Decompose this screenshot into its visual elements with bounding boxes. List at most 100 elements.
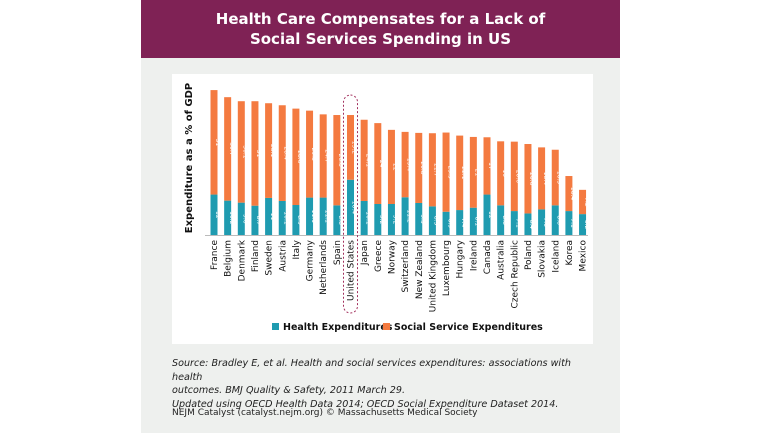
social-bar-ireland: [469, 136, 477, 208]
health-bar-norway: [387, 203, 395, 235]
social-bar-slovakia: [538, 147, 546, 210]
social-bar-iceland: [551, 149, 559, 206]
health-bar-united-states: [347, 179, 354, 235]
data-label: 11.2: [405, 209, 412, 223]
data-label: 10.1: [282, 211, 289, 225]
social-bar-canada: [483, 137, 491, 195]
health-bar-finland: [251, 205, 259, 235]
legend-swatch: [383, 323, 390, 330]
data-label: 12: [214, 211, 221, 219]
data-label: 25.8: [310, 147, 317, 161]
data-label: 30.1: [242, 145, 249, 159]
health-bar-united-kingdom: [428, 206, 436, 235]
highlight-outline: [343, 94, 358, 314]
y-axis-label: Expenditure as a % of GDP: [184, 83, 195, 233]
data-label: 28.1: [269, 144, 276, 158]
health-bar-denmark: [237, 202, 245, 235]
data-label: 7.6: [542, 217, 549, 227]
social-bar-united-states: [347, 115, 354, 180]
data-label: 16.5: [555, 171, 562, 185]
data-label: 10.4: [569, 187, 576, 201]
x-tick-label: Germany: [306, 239, 316, 281]
health-bar-spain: [333, 205, 341, 235]
health-bar-greece: [374, 203, 382, 235]
health-bar-mexico: [579, 214, 587, 235]
social-bar-united-kingdom: [428, 133, 436, 207]
social-bar-mexico: [579, 189, 587, 215]
data-label: 9.2: [378, 215, 385, 225]
x-tick-label: Austria: [278, 240, 288, 272]
social-bar-greece: [374, 123, 382, 204]
data-label: 31: [255, 150, 262, 158]
health-bar-sweden: [265, 197, 273, 235]
x-tick-label: Iceland: [551, 240, 561, 273]
x-tick-label: Mexico: [579, 240, 589, 272]
health-bar-iceland: [551, 205, 559, 235]
data-label: 11.1: [310, 210, 317, 224]
x-tick-label: Norway: [387, 239, 397, 274]
health-bar-germany: [306, 197, 314, 235]
x-tick-label: Korea: [565, 240, 575, 266]
x-tick-label: Japan: [360, 240, 370, 266]
x-tick-label: United Kingdom: [428, 240, 438, 312]
legend-swatch: [272, 323, 279, 330]
data-label: 21: [474, 168, 481, 176]
health-bar-czech-republic: [510, 211, 518, 235]
x-tick-label: Spain: [333, 240, 343, 265]
data-label: 19.4: [405, 158, 412, 172]
x-tick-label: Poland: [524, 240, 534, 270]
social-bar-korea: [565, 176, 573, 212]
health-bar-switzerland: [401, 197, 409, 235]
data-label: 8.1: [474, 217, 481, 227]
health-bar-luxembourg: [442, 211, 450, 235]
source-note: Source: Bradley E, et al. Health and soc…: [172, 358, 571, 410]
social-bar-france: [210, 90, 218, 195]
social-bar-czech-republic: [510, 141, 518, 212]
data-label: 24: [378, 160, 385, 168]
health-bar-korea: [565, 211, 573, 235]
x-tick-label: Australia: [497, 240, 507, 280]
data-label: 26.8: [337, 154, 344, 168]
data-label: 9.5: [419, 214, 426, 224]
health-bar-italy: [292, 205, 300, 235]
health-bar-poland: [524, 213, 532, 235]
health-bar-australia: [497, 205, 505, 235]
social-bar-luxembourg: [442, 132, 450, 212]
data-label: 10.2: [228, 211, 235, 225]
chart-title: Health Care Compensates for a Lack of So…: [215, 10, 546, 48]
x-tick-label: Finland: [251, 240, 261, 272]
data-label: 8.8: [501, 215, 508, 225]
social-bar-sweden: [265, 103, 273, 198]
social-bar-switzerland: [401, 131, 409, 198]
footer-credit: NEJM Catalyst (catalyst.nejm.org) © Mass…: [172, 408, 478, 418]
data-label: 22.1: [460, 166, 467, 180]
data-label: 20.8: [419, 161, 426, 175]
x-tick-label: Canada: [483, 240, 493, 274]
legend-label: Social Service Expenditures: [394, 322, 543, 333]
data-label: 8.8: [337, 215, 344, 225]
social-bar-belgium: [224, 97, 232, 201]
health-bar-belgium: [224, 200, 232, 235]
social-bar-germany: [306, 110, 314, 198]
data-label: 17: [487, 162, 494, 170]
social-bar-new-zealand: [415, 132, 423, 203]
data-label: 19.2: [351, 141, 358, 155]
data-label: 7.1: [569, 218, 576, 228]
data-label: 6.9: [446, 219, 453, 229]
health-bar-slovakia: [538, 209, 546, 235]
social-bar-norway: [387, 129, 395, 204]
chart-header: Health Care Compensates for a Lack of So…: [141, 0, 620, 58]
health-bar-netherlands: [319, 197, 327, 235]
health-bar-ireland: [469, 207, 477, 235]
data-label: 8.9: [296, 215, 303, 225]
data-label: 23.5: [446, 165, 453, 179]
data-label: 22: [392, 163, 399, 171]
data-label: 6.2: [583, 220, 590, 230]
data-label: 6.4: [528, 219, 535, 229]
health-bar-hungary: [456, 210, 464, 235]
social-bar-spain: [333, 115, 341, 206]
x-tick-label: New Zealand: [415, 240, 425, 299]
social-bar-hungary: [456, 135, 464, 211]
x-tick-label: Ireland: [469, 240, 479, 271]
